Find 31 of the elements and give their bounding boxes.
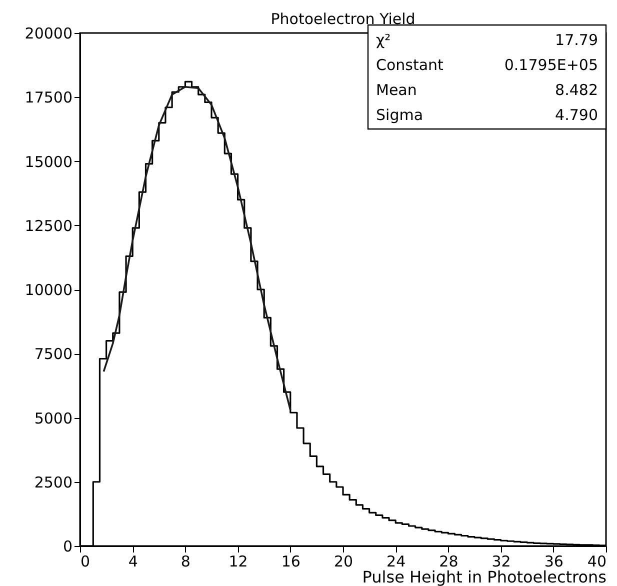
x-tick-label: 4 bbox=[128, 552, 138, 570]
annotation: Sigma bbox=[376, 106, 424, 124]
y-tick-label: 20000 bbox=[24, 24, 72, 42]
y-tick-label: 10000 bbox=[24, 281, 72, 299]
y-tick-label: 2500 bbox=[34, 473, 72, 492]
annotation: 17.79 bbox=[555, 31, 598, 49]
y-tick-label: 5000 bbox=[34, 409, 72, 428]
y-tick-label: 12500 bbox=[24, 216, 72, 235]
x-axis-title: Pulse Height in Photoelectrons bbox=[362, 568, 606, 586]
line-series bbox=[102, 86, 292, 411]
x-tick-label: 12 bbox=[228, 552, 248, 570]
x-tick-label: 0 bbox=[80, 552, 90, 570]
x-tick-label: 24 bbox=[386, 552, 406, 570]
x-tick-label: 36 bbox=[544, 552, 564, 570]
annotation: 4.790 bbox=[555, 106, 598, 124]
x-tick-label: 20 bbox=[334, 552, 354, 570]
y-tick-label: 15000 bbox=[24, 152, 72, 171]
x-tick-label: 32 bbox=[492, 552, 511, 570]
annotation: 0.1795E+05 bbox=[504, 56, 598, 74]
annotation: χ² bbox=[376, 31, 391, 49]
x-tick-label: 28 bbox=[439, 552, 458, 570]
y-tick-label: 17500 bbox=[24, 88, 72, 107]
y-tick-label: 7500 bbox=[34, 345, 72, 364]
annotation: Constant bbox=[376, 56, 444, 74]
annotation: 8.482 bbox=[555, 81, 598, 99]
chart-title: Photoelectron Yield bbox=[270, 10, 416, 28]
x-tick-label: 16 bbox=[281, 552, 300, 570]
y-tick-label: 0 bbox=[62, 538, 72, 556]
annotation: Mean bbox=[376, 81, 417, 99]
x-tick-label: 40 bbox=[587, 552, 606, 570]
x-tick-label: 8 bbox=[180, 552, 190, 570]
